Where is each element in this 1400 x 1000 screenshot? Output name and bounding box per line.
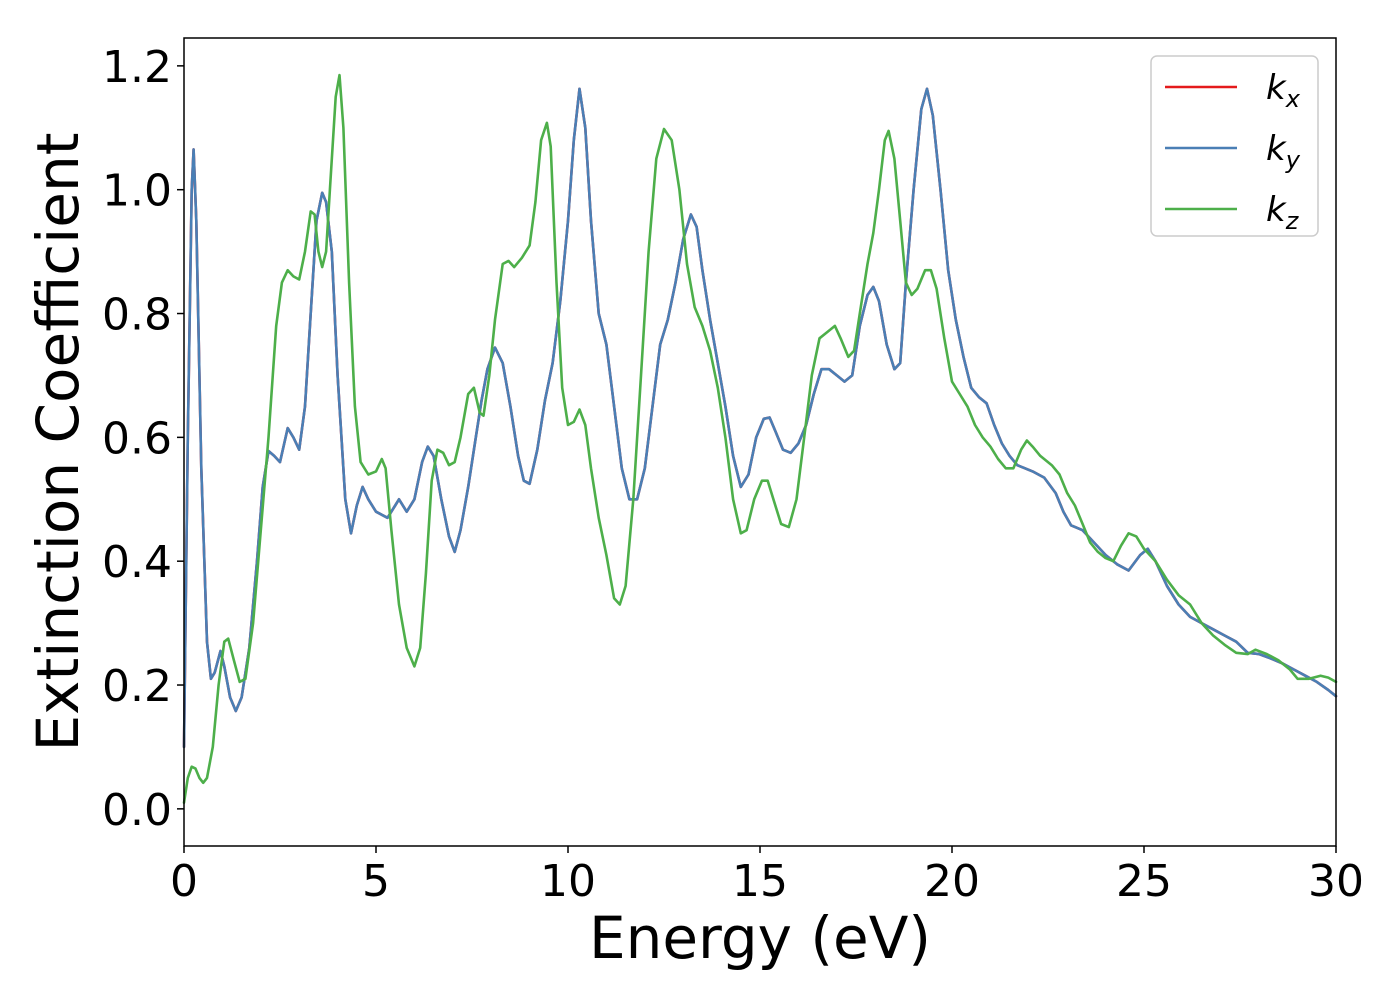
y-tick-label: 0.4 bbox=[102, 537, 172, 588]
y-tick-label: 1.0 bbox=[102, 166, 172, 217]
legend-box bbox=[1150, 55, 1319, 237]
x-axis-label: Energy (eV) bbox=[589, 904, 931, 972]
series-line-k-z bbox=[182, 73, 1338, 804]
y-tick-label: 1.2 bbox=[102, 42, 172, 93]
y-tick-label: 0.8 bbox=[102, 290, 172, 341]
legend-label: kz bbox=[1266, 190, 1300, 235]
y-tick-label: 0.2 bbox=[102, 661, 172, 712]
y-tick-label: 0.0 bbox=[102, 785, 172, 836]
x-axis-ticks: 0 5 10 15 20 25 30 bbox=[170, 846, 1364, 907]
x-tick-label: 25 bbox=[1116, 856, 1172, 907]
y-axis-label: Extinction Coefficient bbox=[24, 133, 92, 752]
x-tick-label: 15 bbox=[732, 856, 788, 907]
legend-label: kx bbox=[1266, 68, 1301, 113]
legend: kx ky kz bbox=[1150, 55, 1319, 237]
y-tick-label: 0.6 bbox=[102, 413, 172, 464]
y-axis-ticks: 0.0 0.2 0.4 0.6 0.8 1.0 1.2 bbox=[102, 42, 184, 836]
x-tick-label: 30 bbox=[1308, 856, 1364, 907]
x-tick-label: 10 bbox=[540, 856, 596, 907]
legend-label: ky bbox=[1266, 129, 1301, 174]
series-line-k-y bbox=[182, 87, 1338, 749]
x-tick-label: 20 bbox=[924, 856, 980, 907]
x-tick-label: 5 bbox=[362, 856, 390, 907]
x-tick-label: 0 bbox=[170, 856, 198, 907]
series-layer bbox=[182, 73, 1338, 804]
